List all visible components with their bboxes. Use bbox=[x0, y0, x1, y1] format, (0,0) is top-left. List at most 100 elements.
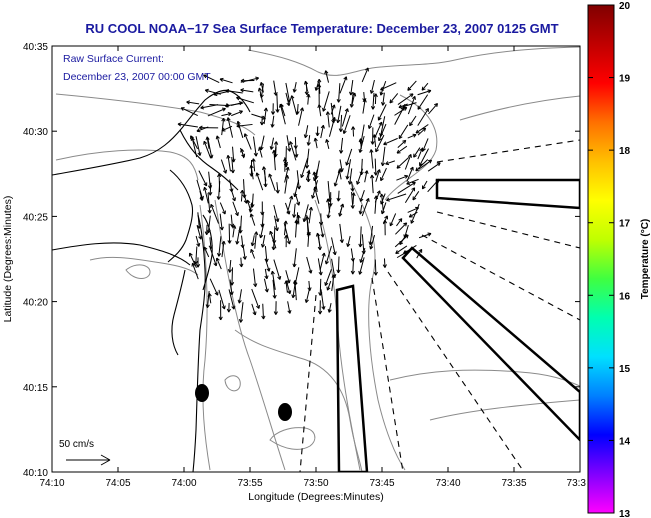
current-vector bbox=[199, 125, 219, 130]
x-tick-label: 73:50 bbox=[303, 478, 328, 489]
current-vector bbox=[412, 191, 420, 201]
x-tick-label: 74:05 bbox=[105, 478, 130, 489]
current-vector bbox=[207, 192, 212, 214]
bathymetry-contour bbox=[429, 399, 580, 421]
current-vector bbox=[215, 135, 221, 149]
y-tick-label: 40:20 bbox=[23, 298, 48, 309]
current-vector bbox=[199, 190, 204, 201]
current-vector bbox=[346, 235, 351, 247]
current-vector bbox=[406, 166, 414, 182]
current-vector bbox=[260, 235, 266, 248]
x-tick-label: 73:3 bbox=[567, 478, 587, 489]
current-vector bbox=[358, 226, 363, 248]
current-vector bbox=[380, 92, 386, 106]
current-vector bbox=[208, 182, 213, 196]
current-vector bbox=[389, 213, 397, 227]
current-vector bbox=[341, 108, 349, 127]
current-vector bbox=[220, 159, 228, 174]
current-vector bbox=[186, 100, 200, 105]
current-vector bbox=[320, 289, 326, 310]
current-vector bbox=[382, 258, 387, 268]
current-vector bbox=[203, 140, 212, 159]
current-vector bbox=[263, 107, 268, 125]
sampling-boxes bbox=[335, 178, 580, 472]
x-tick-label: 73:35 bbox=[501, 478, 526, 489]
current-vector bbox=[306, 93, 311, 105]
current-vector bbox=[324, 269, 332, 286]
current-vector bbox=[367, 114, 375, 129]
current-vector bbox=[324, 245, 332, 265]
current-vector bbox=[253, 136, 258, 157]
current-vector bbox=[372, 134, 377, 148]
current-vector bbox=[240, 189, 245, 202]
current-vector bbox=[240, 88, 254, 93]
current-vector bbox=[292, 203, 297, 218]
current-vector bbox=[319, 252, 326, 271]
current-vector bbox=[417, 94, 429, 110]
beam-line bbox=[299, 294, 317, 472]
current-vector bbox=[278, 103, 286, 125]
y-tick-label: 40:15 bbox=[23, 383, 48, 394]
current-vector bbox=[350, 258, 355, 275]
current-vector bbox=[219, 213, 224, 231]
current-vector bbox=[251, 303, 257, 316]
current-vector bbox=[188, 252, 197, 268]
buoy-marker bbox=[195, 384, 209, 402]
current-vector bbox=[351, 126, 356, 137]
current-vector bbox=[418, 159, 433, 170]
current-vector bbox=[336, 105, 342, 124]
current-vector bbox=[317, 258, 323, 276]
current-vector bbox=[396, 157, 410, 169]
current-vector bbox=[331, 274, 336, 292]
current-vector bbox=[273, 141, 279, 159]
current-vector bbox=[417, 147, 424, 160]
current-vector bbox=[203, 186, 209, 204]
current-vector bbox=[285, 92, 291, 106]
current-vector bbox=[373, 158, 378, 176]
current-vector bbox=[292, 248, 297, 268]
current-vector bbox=[428, 103, 439, 115]
current-vector bbox=[380, 146, 386, 167]
current-vector bbox=[306, 231, 311, 247]
current-vector bbox=[259, 115, 265, 126]
current-vector bbox=[288, 141, 297, 161]
current-vector bbox=[317, 104, 322, 117]
annotation-line-2: December 23, 2007 00:00 GMT bbox=[63, 71, 211, 83]
colorbar-ticks: 20 19 18 17 16 15 14 13 bbox=[588, 1, 631, 518]
current-vector bbox=[284, 174, 290, 194]
scale-bar-label: 50 cm/s bbox=[59, 439, 94, 450]
current-vector bbox=[315, 232, 321, 247]
current-vector bbox=[320, 224, 325, 238]
current-vector bbox=[404, 154, 412, 170]
current-vector bbox=[306, 256, 313, 274]
current-vector bbox=[421, 180, 428, 190]
current-vector bbox=[419, 148, 429, 167]
current-vector bbox=[407, 80, 417, 91]
current-vector bbox=[415, 159, 429, 172]
bathymetry-contour bbox=[384, 94, 438, 201]
current-vector bbox=[324, 70, 330, 83]
current-vector bbox=[374, 121, 383, 138]
current-vector bbox=[269, 137, 275, 150]
bathymetry-contour bbox=[89, 256, 199, 276]
coastline-harbor bbox=[179, 129, 239, 191]
current-vector bbox=[317, 300, 323, 315]
current-vector bbox=[375, 134, 385, 153]
current-vector bbox=[326, 198, 331, 213]
colorbar-tick-label: 19 bbox=[619, 74, 631, 85]
current-vector bbox=[275, 93, 280, 113]
current-vector bbox=[270, 103, 276, 115]
current-vector bbox=[362, 98, 367, 114]
current-vector bbox=[370, 127, 375, 145]
current-vector bbox=[254, 231, 259, 249]
current-vector bbox=[336, 190, 341, 202]
current-vector bbox=[370, 92, 376, 110]
current-vector bbox=[219, 77, 233, 84]
current-vector bbox=[300, 157, 309, 179]
current-vector bbox=[228, 289, 236, 310]
current-vector bbox=[284, 166, 290, 183]
current-vector bbox=[345, 159, 352, 180]
current-vector bbox=[290, 95, 298, 115]
bathymetry-contour bbox=[459, 95, 580, 121]
